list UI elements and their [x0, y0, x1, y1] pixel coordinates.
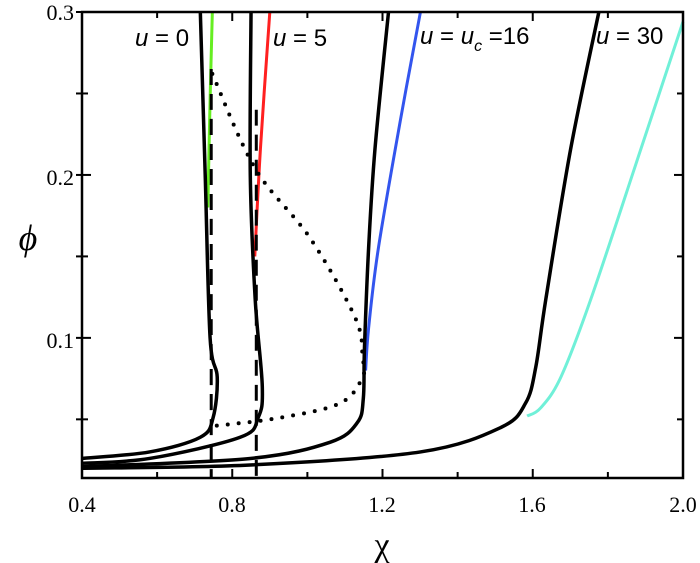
annotation-u5: u = 5: [273, 25, 327, 52]
annotation-uc: u = uc =16: [420, 23, 529, 55]
annotation-u30: u = 30: [596, 23, 663, 50]
y-axis-label: ϕ: [19, 218, 38, 258]
curves: [81, 11, 685, 478]
series-line: [364, 11, 422, 371]
ticks: [76, 11, 684, 478]
y-tick-label: 0.3: [47, 0, 75, 25]
series-line: [81, 11, 220, 461]
dotted-line: [210, 71, 367, 428]
x-axis-label: χ: [373, 527, 389, 563]
y-tick-label: 0.2: [47, 165, 75, 190]
x-tick-label: 0.4: [68, 492, 96, 517]
x-tick-label: 0.8: [218, 492, 246, 517]
annotation-u0: u = 0: [135, 25, 189, 52]
x-tick-label: 1.6: [518, 492, 546, 517]
series-line: [81, 11, 601, 470]
y-tick-label: 0.1: [47, 328, 75, 353]
x-tick-label: 1.2: [368, 492, 396, 517]
series-line: [253, 11, 272, 257]
series-line: [526, 21, 685, 418]
series-line: [81, 11, 391, 469]
x-tick-label: 2.0: [669, 492, 697, 517]
series-line: [81, 11, 265, 466]
